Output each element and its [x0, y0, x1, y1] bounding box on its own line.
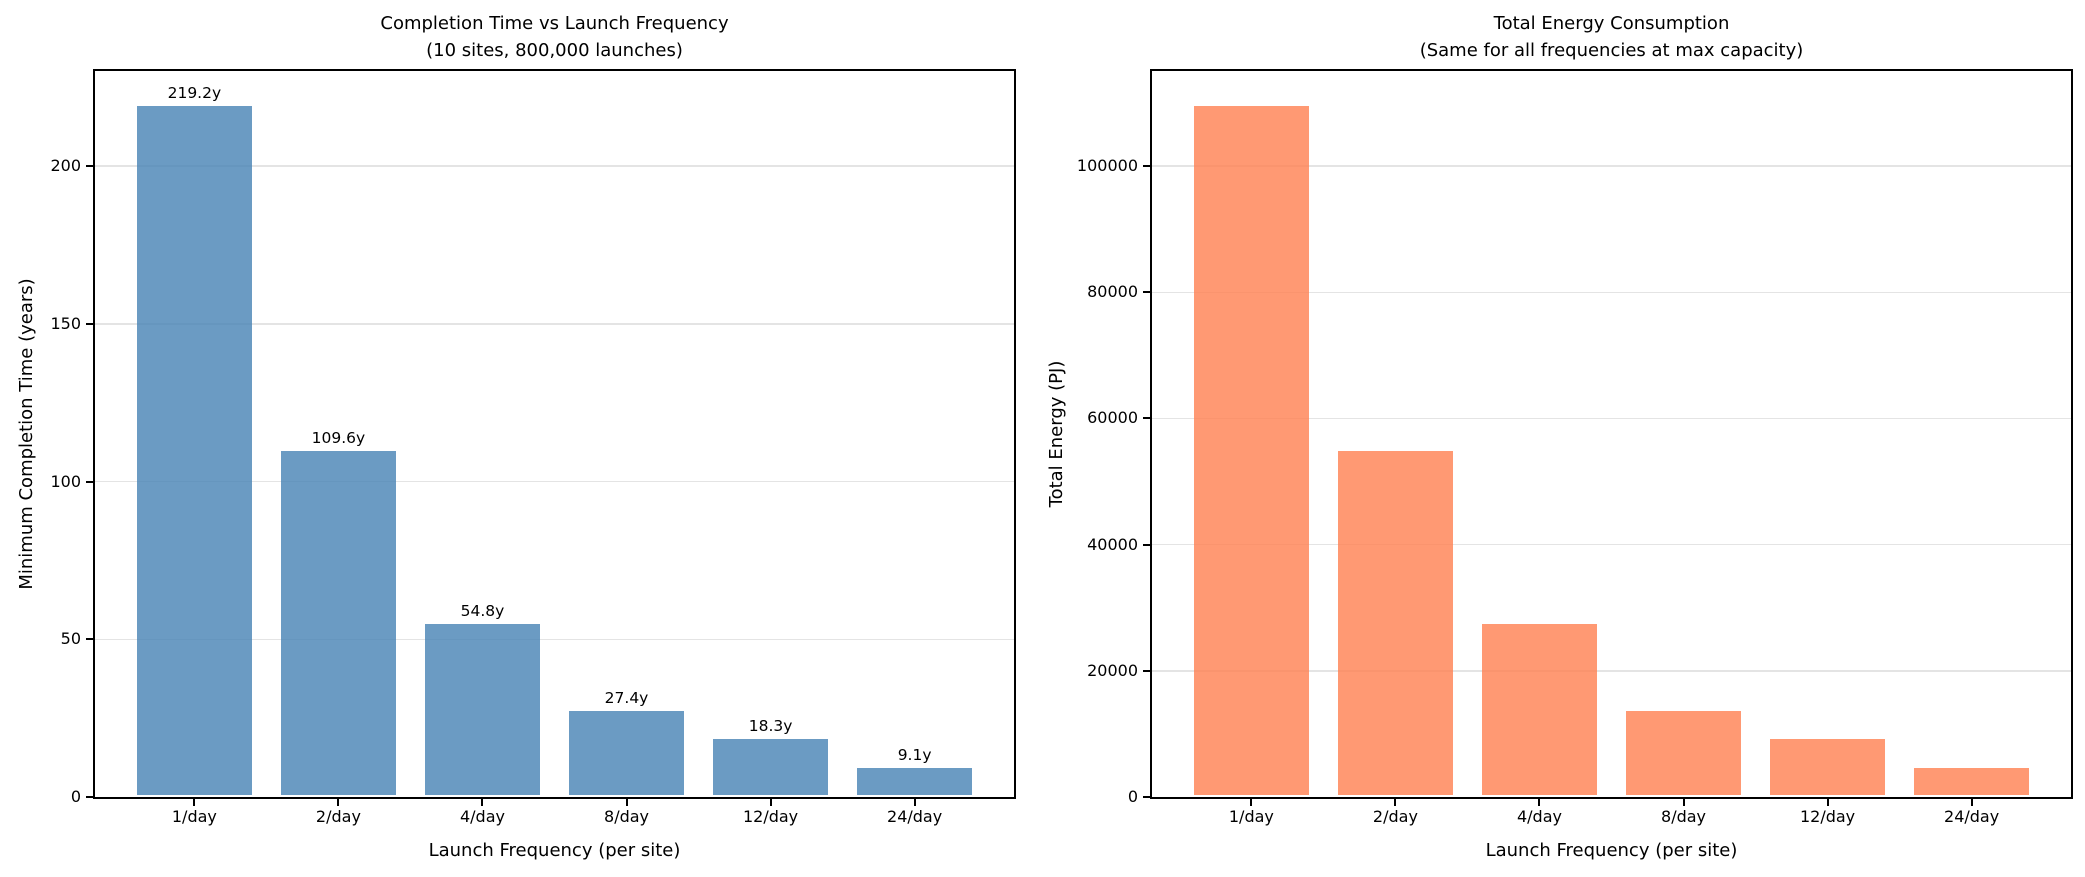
right-gridline-80000 — [1152, 291, 2071, 294]
right-ytick-mark-20000 — [1143, 669, 1150, 672]
right-ytick-label-80000: 80000 — [1087, 282, 1138, 302]
right-bar-12-day — [1769, 739, 1886, 795]
left-ytick-label-100: 100 — [50, 471, 81, 491]
right-bar-2-day — [1337, 451, 1454, 795]
right-ytick-mark-40000 — [1143, 543, 1150, 546]
left-plot-area — [93, 69, 1016, 799]
left-xtick-label-1-day: 1/day — [171, 807, 217, 826]
left-gridline-200 — [95, 165, 1014, 167]
left-x-axis-label: Launch Frequency (per site) — [428, 840, 681, 861]
right-ytick-mark-0 — [1143, 796, 1150, 798]
left-xtick-mark-4-day — [481, 799, 484, 806]
left-bar-value-label-2-day: 109.6y — [311, 429, 366, 448]
left-xtick-mark-12-day — [769, 799, 772, 806]
left-ytick-label-150: 150 — [50, 313, 81, 333]
right-title-block: Total Energy Consumption (Same for all fr… — [1152, 10, 2071, 64]
right-bar-1-day — [1193, 105, 1309, 795]
left-chart-subtitle: (10 sites, 800,000 launches) — [426, 40, 683, 61]
right-gridline-20000 — [1152, 670, 2071, 672]
right-chart-subtitle: (Same for all frequencies at max capacit… — [1419, 40, 1804, 61]
right-ytick-mark-80000 — [1143, 291, 1150, 294]
left-title-block: Completion Time vs Launch Frequency (10 s… — [95, 10, 1014, 64]
left-ytick-mark-0 — [86, 796, 93, 798]
left-bar-1-day — [136, 105, 252, 795]
left-ytick-mark-100 — [86, 480, 93, 483]
right-xtick-mark-4-day — [1538, 799, 1541, 806]
right-xtick-label-4-day: 4/day — [1516, 807, 1562, 826]
left-bar-12-day — [712, 739, 829, 795]
right-ytick-label-0: 0 — [1127, 787, 1138, 806]
left-bar-2-day — [280, 451, 397, 795]
right-xtick-mark-24-day — [1970, 799, 1973, 806]
right-gridline-40000 — [1152, 543, 2071, 546]
left-ytick-label-50: 50 — [60, 629, 81, 649]
left-bar-value-label-12-day: 18.3y — [748, 717, 793, 736]
right-ytick-mark-60000 — [1143, 417, 1150, 420]
right-ytick-label-100000: 100000 — [1076, 156, 1138, 176]
right-xtick-mark-2-day — [1394, 799, 1397, 806]
left-y-axis-label: Minimum Completion Time (years) — [16, 278, 37, 590]
right-gridline-100000 — [1152, 165, 2071, 167]
right-ytick-label-60000: 60000 — [1087, 408, 1138, 428]
left-ytick-label-200: 200 — [50, 156, 81, 176]
left-xtick-label-8-day: 8/day — [604, 807, 650, 826]
left-ytick-mark-50 — [86, 638, 93, 641]
left-bar-4-day — [424, 624, 541, 795]
right-bar-24-day — [1913, 768, 2030, 795]
right-xtick-label-2-day: 2/day — [1372, 807, 1418, 826]
left-gridline-50 — [95, 638, 1014, 641]
left-ytick-mark-150 — [86, 322, 93, 325]
right-xtick-label-24-day: 24/day — [1944, 807, 2000, 826]
left-gridline-100 — [95, 480, 1014, 483]
left-bar-8-day — [568, 710, 685, 795]
right-bar-8-day — [1625, 710, 1742, 795]
left-bar-value-label-24-day: 9.1y — [897, 746, 932, 765]
right-xtick-label-12-day: 12/day — [1799, 807, 1856, 826]
left-bar-value-label-8-day: 27.4y — [604, 688, 649, 707]
right-plot-area — [1150, 69, 2073, 799]
right-y-axis-label: Total Energy (PJ) — [1046, 360, 1067, 508]
right-ytick-label-20000: 20000 — [1087, 660, 1138, 680]
right-x-axis-label: Launch Frequency (per site) — [1485, 840, 1738, 861]
left-xtick-label-12-day: 12/day — [742, 807, 799, 826]
right-chart-title: Total Energy Consumption — [1493, 13, 1730, 34]
right-xtick-label-1-day: 1/day — [1228, 807, 1274, 826]
left-xtick-label-24-day: 24/day — [887, 807, 943, 826]
left-ytick-label-0: 0 — [70, 787, 81, 806]
left-bar-value-label-1-day: 219.2y — [167, 83, 222, 102]
left-bar-value-label-4-day: 54.8y — [460, 602, 505, 621]
left-bar-24-day — [856, 768, 973, 795]
left-xtick-label-4-day: 4/day — [459, 807, 505, 826]
right-xtick-mark-8-day — [1682, 799, 1685, 806]
left-chart-title: Completion Time vs Launch Frequency — [380, 13, 729, 34]
right-xtick-mark-12-day — [1826, 799, 1829, 806]
right-bar-4-day — [1481, 624, 1598, 795]
left-ytick-mark-200 — [86, 165, 93, 168]
right-ytick-mark-100000 — [1143, 165, 1150, 168]
left-xtick-label-2-day: 2/day — [315, 807, 361, 826]
right-xtick-label-8-day: 8/day — [1661, 807, 1707, 826]
left-xtick-mark-24-day — [913, 799, 916, 806]
left-xtick-mark-8-day — [625, 799, 628, 806]
left-xtick-mark-2-day — [337, 799, 340, 806]
left-xtick-mark-1-day — [193, 799, 196, 806]
right-gridline-60000 — [1152, 417, 2071, 420]
left-gridline-150 — [95, 323, 1014, 325]
right-xtick-mark-1-day — [1250, 799, 1253, 806]
right-ytick-label-40000: 40000 — [1087, 534, 1138, 554]
